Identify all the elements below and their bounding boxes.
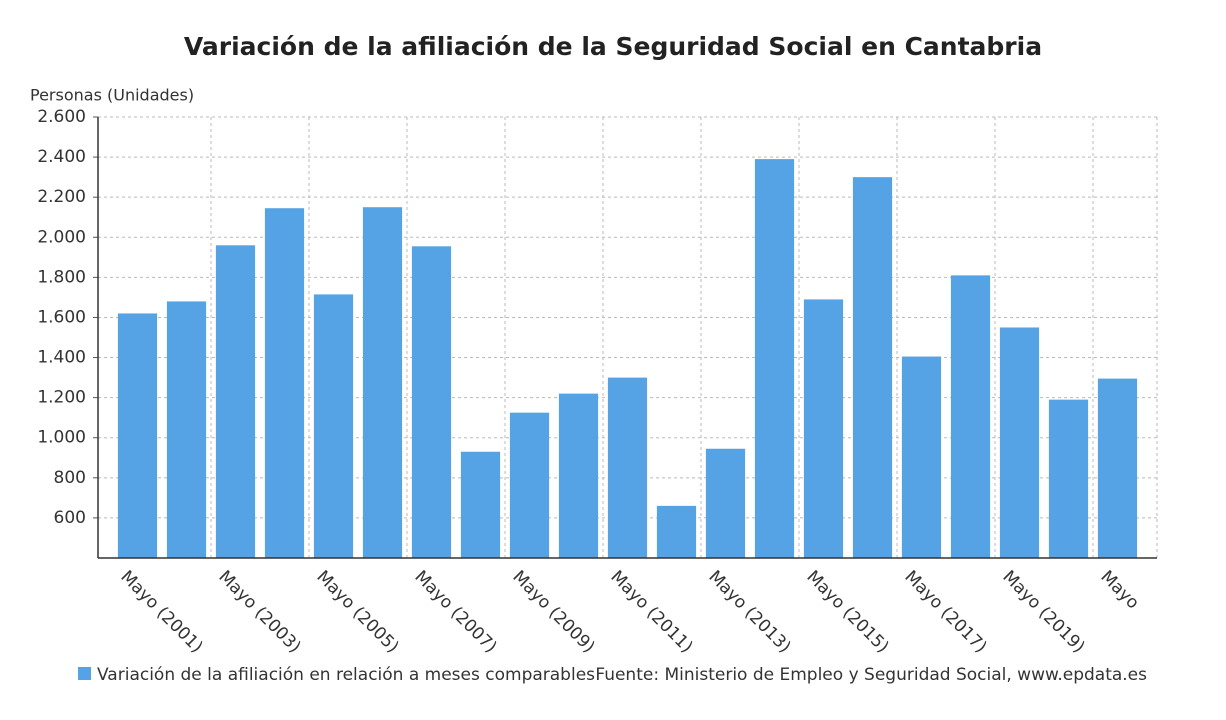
y-tick-label: 1.800 bbox=[37, 267, 86, 287]
y-tick-label: 800 bbox=[54, 468, 86, 488]
bar bbox=[313, 294, 354, 558]
bar bbox=[607, 377, 648, 558]
bar bbox=[999, 327, 1040, 558]
chart-title: Variación de la afiliación de la Segurid… bbox=[184, 32, 1042, 61]
legend-label: Variación de la afiliación en relación a… bbox=[97, 665, 595, 685]
bar bbox=[264, 208, 305, 558]
y-tick-label: 1.400 bbox=[37, 348, 86, 368]
y-tick-label: 1.600 bbox=[37, 307, 86, 327]
y-tick-label: 2.600 bbox=[37, 107, 86, 127]
bar bbox=[852, 177, 893, 559]
bar bbox=[460, 451, 501, 558]
y-tick-label: 2.000 bbox=[37, 227, 86, 247]
legend-swatch bbox=[78, 667, 91, 680]
bar bbox=[1097, 378, 1138, 558]
bar bbox=[705, 448, 746, 558]
bar bbox=[803, 299, 844, 558]
bar bbox=[117, 313, 158, 558]
y-tick-label: 1.000 bbox=[37, 428, 86, 448]
y-axis-label: Personas (Unidades) bbox=[30, 86, 194, 105]
y-tick-label: 1.200 bbox=[37, 388, 86, 408]
source: Fuente: Ministerio de Empleo y Seguridad… bbox=[595, 665, 1147, 685]
bar bbox=[215, 245, 256, 559]
bar bbox=[166, 301, 207, 558]
y-tick-label: 2.400 bbox=[37, 147, 86, 167]
bar bbox=[754, 159, 795, 558]
bar bbox=[1048, 399, 1089, 558]
bar bbox=[558, 393, 599, 558]
y-tick-label: 600 bbox=[54, 508, 86, 528]
y-tick-label: 2.200 bbox=[37, 187, 86, 207]
bar bbox=[901, 356, 942, 558]
bar bbox=[509, 412, 550, 558]
bar bbox=[950, 275, 991, 558]
bar bbox=[411, 246, 452, 558]
bar bbox=[656, 505, 697, 558]
bar bbox=[362, 207, 403, 559]
